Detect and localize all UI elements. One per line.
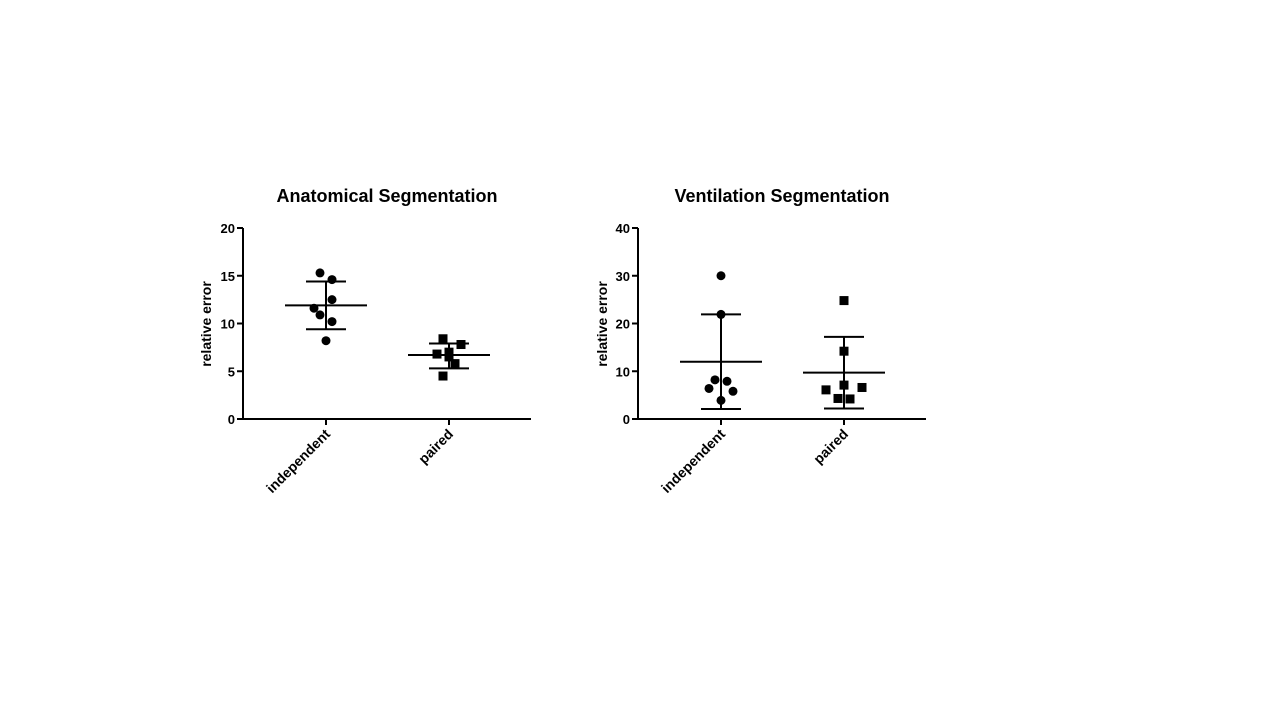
chart-title: Ventilation Segmentation xyxy=(674,186,889,206)
data-point xyxy=(839,296,849,306)
data-point xyxy=(716,271,726,281)
data-point xyxy=(327,275,337,285)
data-point xyxy=(839,346,849,356)
data-point xyxy=(845,394,855,404)
y-tick-label: 0 xyxy=(228,412,235,427)
data-point xyxy=(432,349,442,359)
y-tick-label: 5 xyxy=(228,364,235,379)
data-point xyxy=(722,376,732,386)
y-axis-label: relative error xyxy=(594,281,610,367)
y-tick-label: 30 xyxy=(616,269,630,284)
data-point xyxy=(857,382,867,392)
data-point xyxy=(450,359,460,369)
y-tick-label: 20 xyxy=(616,317,630,332)
chart-ventilation-segmentation: Ventilation Segmentation relative error … xyxy=(594,186,926,496)
y-tick-label: 15 xyxy=(221,269,235,284)
x-tick-label-paired: paired xyxy=(415,426,456,467)
data-point xyxy=(716,395,726,405)
y-tick-label: 40 xyxy=(616,221,630,236)
data-point xyxy=(444,347,454,357)
data-point xyxy=(315,310,325,320)
y-tick-label: 10 xyxy=(616,364,630,379)
data-point xyxy=(833,393,843,403)
y-tick-label: 10 xyxy=(221,317,235,332)
data-point xyxy=(327,295,337,305)
data-point xyxy=(704,383,714,393)
data-point xyxy=(710,375,720,385)
data-point xyxy=(321,336,331,346)
data-point xyxy=(444,352,454,362)
y-tick-label: 20 xyxy=(221,221,235,236)
data-point xyxy=(716,309,726,319)
data-point xyxy=(327,317,337,327)
chart-title: Anatomical Segmentation xyxy=(276,186,497,206)
data-point xyxy=(438,371,448,381)
chart-anatomical-segmentation: Anatomical Segmentation relative error 0… xyxy=(198,186,531,496)
data-point xyxy=(821,385,831,395)
data-point xyxy=(309,303,319,313)
data-point xyxy=(456,340,466,350)
data-point xyxy=(839,380,849,390)
data-point xyxy=(315,268,325,278)
data-point xyxy=(728,386,738,396)
x-tick-label-independent: independent xyxy=(263,426,333,496)
data-point xyxy=(438,334,448,344)
y-axis-label: relative error xyxy=(198,281,214,367)
x-tick-label-paired: paired xyxy=(810,426,851,467)
x-tick-label-independent: independent xyxy=(658,426,728,496)
y-tick-label: 0 xyxy=(623,412,630,427)
